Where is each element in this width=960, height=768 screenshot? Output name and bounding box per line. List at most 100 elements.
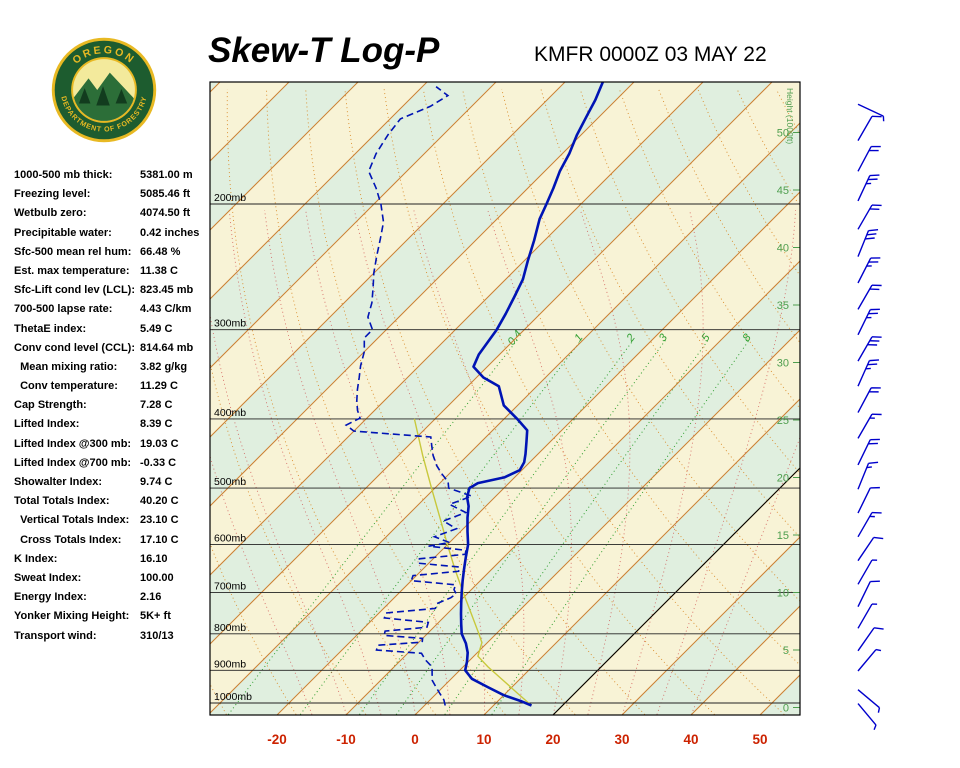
wind-barb: [857, 103, 885, 122]
index-value: 66.48 %: [140, 245, 181, 258]
index-label: Conv temperature:: [14, 380, 118, 393]
wind-barb: [857, 603, 878, 629]
pressure-label: 600mb: [214, 533, 246, 545]
index-value: 17.10 C: [140, 533, 179, 546]
isotherm: [414, 329, 800, 715]
index-value: 7.28 C: [140, 399, 173, 412]
isotherm: [276, 191, 800, 715]
index-row: Cross Totals Index: 17.10 C: [14, 532, 214, 551]
height-label: 5: [783, 645, 789, 657]
index-label: ThetaE index:: [14, 322, 87, 335]
tree-icon: [96, 86, 110, 106]
index-row: Total Totals Index: 40.20 C: [14, 493, 214, 512]
index-row: Energy Index: 2.16: [14, 589, 214, 608]
isotherm: [483, 398, 800, 715]
index-row: ThetaE index: 5.49 C: [14, 321, 214, 340]
index-label: Sfc-Lift cond lev (LCL):: [14, 284, 135, 297]
index-value: 40.20 C: [140, 495, 179, 508]
index-value: -0.33 C: [140, 456, 177, 469]
index-value: 11.38 C: [140, 264, 178, 277]
index-row: 1000-500 mb thick: 5381.00 m: [14, 167, 214, 186]
pressure-label: 400mb: [214, 407, 246, 419]
index-row: Sfc-500 mean rel hum: 66.48 %: [14, 244, 214, 263]
wind-barb: [857, 145, 881, 172]
wind-barb: [857, 387, 881, 413]
highlight-isotherm: [552, 467, 800, 715]
index-label: Total Totals Index:: [14, 495, 110, 508]
index-row: Yonker Mixing Height: 5K+ ft: [14, 608, 214, 627]
index-label: Cross Totals Index:: [14, 533, 122, 546]
height-label: 0: [783, 703, 789, 715]
index-label: 700-500 lapse rate:: [14, 303, 113, 316]
index-row: Sfc-Lift cond lev (LCL): 823.45 mb: [14, 282, 214, 301]
index-label: Yonker Mixing Height:: [14, 610, 130, 623]
isotherm: [210, 122, 800, 714]
mixing-ratio-line: [395, 339, 667, 715]
isotherm: [621, 536, 800, 715]
wind-barb: [857, 486, 880, 514]
height-label: 30: [777, 358, 789, 370]
index-value: 4.43 C/km: [140, 303, 192, 316]
dry-adiabat: [210, 683, 227, 715]
index-label: Conv cond level (CCL):: [14, 341, 136, 354]
isotherm: [210, 82, 428, 300]
wind-barb: [857, 115, 882, 141]
index-value: 814.64 mb: [140, 341, 194, 354]
isotherm: [210, 82, 497, 369]
index-row: Transport wind: 310/13: [14, 628, 214, 647]
index-row: Freezing level: 5085.46 ft: [14, 186, 214, 205]
index-value: 310/13: [140, 629, 174, 642]
page-title: Skew-T Log-P: [208, 31, 440, 70]
dry-adiabat: [266, 88, 506, 715]
index-label: Lifted Index @700 mb:: [14, 456, 132, 469]
pressure-label: 900mb: [214, 658, 246, 670]
index-row: 700-500 lapse rate: 4.43 C/km: [14, 301, 214, 320]
isotherm: [210, 82, 773, 645]
wind-barb: [857, 228, 879, 257]
temp-axis-label: -20: [267, 732, 287, 747]
index-label: Wetbulb zero:: [14, 207, 87, 220]
index-row: Lifted Index @300 mb: 19.03 C: [14, 436, 214, 455]
indices-panel: 1000-500 mb thick: 5381.00 m Freezing leve…: [14, 167, 214, 647]
tree-icon: [115, 89, 128, 104]
dry-adiabat: [775, 88, 800, 136]
index-label: Mean mixing ratio:: [14, 360, 118, 373]
index-value: 8.39 C: [140, 418, 173, 431]
mixing-ratio-line: [227, 339, 518, 715]
index-row: Wetbulb zero: 4074.50 ft: [14, 205, 214, 224]
tree-icon: [78, 88, 91, 104]
isotherm: [690, 605, 800, 715]
pressure-label: 700mb: [214, 580, 246, 592]
index-row: Precipitable water: 0.42 inches: [14, 225, 214, 244]
wind-barb: [857, 580, 880, 608]
dry-adiabat: [815, 89, 960, 715]
temp-axis-label: 10: [476, 732, 491, 747]
index-value: 11.29 C: [140, 380, 178, 393]
index-value: 2.16: [140, 591, 162, 604]
index-label: K Index:: [14, 552, 58, 565]
height-label: 45: [777, 185, 789, 197]
dry-adiabat: [383, 88, 715, 715]
wind-barb: [857, 689, 881, 713]
wind-barb: [857, 359, 880, 387]
temp-axis-label: 0: [411, 732, 419, 747]
station-datetime: KMFR 0000Z 03 MAY 22: [534, 43, 767, 66]
height-label: 10: [777, 588, 789, 600]
index-value: 3.82 g/kg: [140, 360, 188, 373]
pressure-label: 800mb: [214, 622, 246, 634]
index-row: Conv cond level (CCL): 814.64 mb: [14, 340, 214, 359]
wind-barb: [857, 308, 880, 336]
index-value: 9.74 C: [140, 476, 173, 488]
isotherm: [345, 260, 800, 715]
temp-axis-label: -10: [336, 732, 356, 747]
dry-adiabat: [210, 542, 297, 715]
height-axis-label: Height (1000ft): [785, 88, 795, 144]
height-label: 35: [777, 300, 789, 312]
wind-barb: [857, 559, 878, 585]
index-row: Mean mixing ratio: 3.82 g/kg: [14, 359, 214, 378]
pressure-label: 500mb: [214, 476, 246, 488]
index-row: Showalter Index: 9.74 C: [14, 474, 214, 493]
temp-axis-label: 40: [683, 732, 698, 747]
